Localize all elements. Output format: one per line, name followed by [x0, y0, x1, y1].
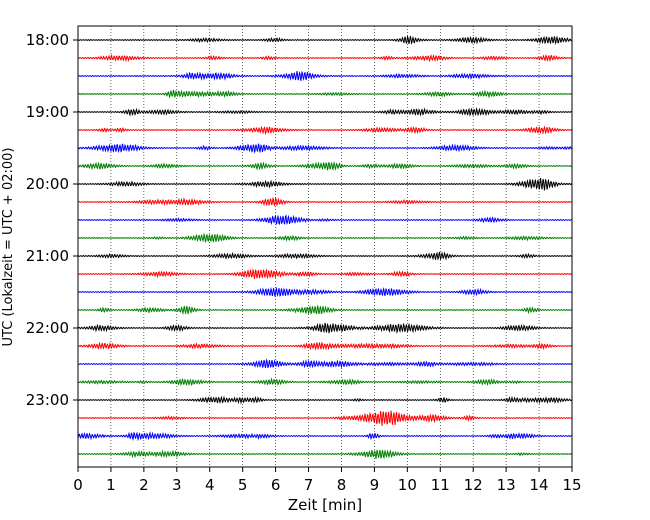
trace-2215: [77, 341, 573, 351]
x-tick-label: 13: [497, 476, 516, 494]
trace-2230: [77, 358, 573, 369]
x-tick-label: 3: [172, 476, 182, 494]
trace-2015: [77, 196, 573, 207]
trace-2300: [77, 395, 573, 405]
y-axis-label: UTC (Lokalzeit = UTC + 02:00): [1, 148, 16, 347]
x-tick-label: 5: [238, 476, 248, 494]
trace-1830: [77, 70, 573, 82]
trace-2145: [77, 304, 573, 316]
trace-1845: [77, 89, 573, 99]
y-tick-label: 21:00: [26, 247, 69, 265]
x-axis-label: Zeit [min]: [288, 496, 362, 514]
x-tick-label: 6: [271, 476, 281, 494]
x-tick-label: 10: [398, 476, 417, 494]
x-tick-label: 8: [337, 476, 347, 494]
y-tick-label: 20:00: [26, 175, 69, 193]
seismogram-traces: [77, 34, 573, 460]
x-tick-label: 15: [562, 476, 581, 494]
x-tick-label: 1: [106, 476, 116, 494]
y-tick-label: 18:00: [26, 31, 69, 49]
y-tick-label: 19:00: [26, 103, 69, 121]
trace-2000: [77, 178, 573, 191]
x-tick-label: 0: [73, 476, 83, 494]
x-tick-label: 9: [370, 476, 380, 494]
trace-2315: [77, 410, 572, 427]
trace-2345: [77, 449, 573, 460]
trace-2130: [77, 286, 573, 297]
x-tick-label: 7: [304, 476, 314, 494]
x-tick-label: 11: [431, 476, 450, 494]
x-tick-label: 14: [530, 476, 549, 494]
trace-1815: [77, 53, 573, 63]
trace-2330: [77, 431, 573, 442]
x-tick-label: 4: [205, 476, 215, 494]
trace-2045: [77, 232, 573, 243]
trace-2100: [77, 251, 573, 261]
x-tick-label: 2: [139, 476, 149, 494]
trace-1915: [77, 125, 573, 136]
x-tick-label: 12: [464, 476, 483, 494]
plot-frame: [77, 25, 573, 468]
trace-1900: [77, 106, 573, 117]
trace-1800: [77, 34, 573, 46]
trace-2030: [77, 214, 573, 226]
trace-1945: [77, 160, 573, 171]
trace-2200: [77, 322, 573, 334]
x-axis-ticks: 0 1 2 3 4 5 6 7 8 9 10 11 12 13 14 15: [73, 467, 582, 494]
trace-2245: [77, 377, 573, 387]
trace-1930: [77, 143, 573, 154]
y-tick-label: 22:00: [26, 319, 69, 337]
y-axis-ticks: 18:00 19:00 20:00 21:00 22:00 23:00: [26, 31, 78, 409]
trace-2115: [77, 268, 573, 280]
y-tick-label: 23:00: [26, 391, 69, 409]
